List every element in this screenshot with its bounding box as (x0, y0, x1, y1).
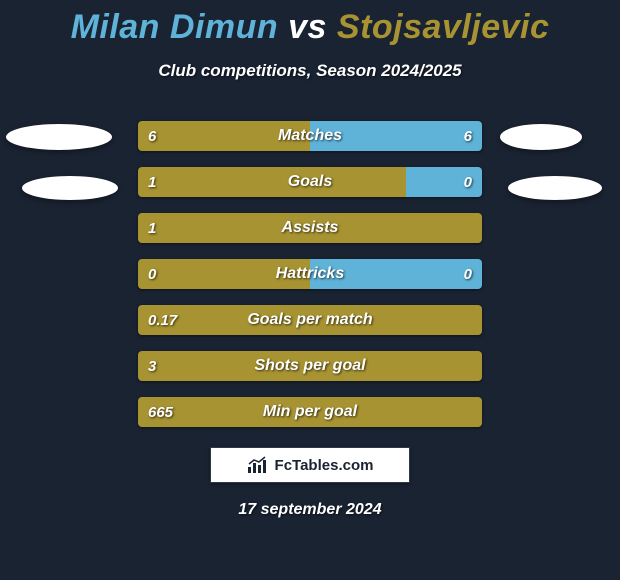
stat-bar-player-a (138, 351, 482, 381)
decorative-ellipse (6, 124, 112, 150)
stat-row: 1Assists (138, 213, 482, 243)
subtitle: Club competitions, Season 2024/2025 (0, 61, 620, 81)
stat-bar-player-a (138, 305, 482, 335)
stat-row: 3Shots per goal (138, 351, 482, 381)
decorative-ellipse (500, 124, 582, 150)
brand-text: FcTables.com (275, 457, 374, 474)
stat-bar-player-a (138, 259, 310, 289)
stat-bar-player-a (138, 397, 482, 427)
player-a-name: Milan Dimun (71, 8, 279, 46)
stat-bar-player-b (310, 259, 482, 289)
decorative-ellipse (22, 176, 118, 200)
stat-row: 66Matches (138, 121, 482, 151)
comparison-title: Milan Dimun vs Stojsavljevic (0, 0, 620, 47)
stat-bar-player-a (138, 213, 482, 243)
stat-bar-player-b (310, 121, 482, 151)
stat-bar-player-a (138, 121, 310, 151)
brand-badge[interactable]: FcTables.com (210, 447, 410, 483)
stat-row: 00Hattricks (138, 259, 482, 289)
title-vs: vs (288, 8, 327, 46)
stat-bar-player-b (406, 167, 482, 197)
chart-icon (247, 456, 269, 474)
stat-row: 0.17Goals per match (138, 305, 482, 335)
stat-row: 10Goals (138, 167, 482, 197)
decorative-ellipse (508, 176, 602, 200)
player-b-name: Stojsavljevic (337, 8, 550, 46)
stat-bars: 66Matches 10Goals 1Assists 00Hattricks 0.17G… (138, 121, 482, 427)
stat-row: 665Min per goal (138, 397, 482, 427)
footer-date: 17 september 2024 (0, 501, 620, 519)
stat-bar-player-a (138, 167, 406, 197)
